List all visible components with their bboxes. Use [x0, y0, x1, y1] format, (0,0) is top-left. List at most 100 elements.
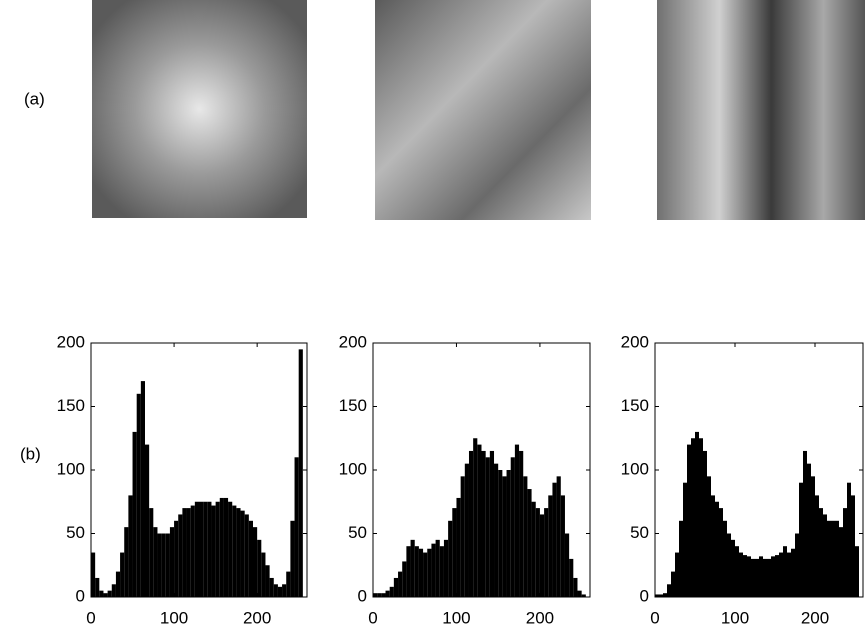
- bar: [153, 527, 158, 597]
- bar: [265, 565, 270, 597]
- bar: [294, 457, 299, 597]
- bar: [577, 590, 582, 597]
- x-tick-label: 100: [160, 608, 188, 627]
- bar: [687, 444, 691, 597]
- bar: [377, 593, 382, 597]
- image-fractal: [92, 0, 307, 218]
- histogram: 0 50 100 150 200 0 100 200: [57, 332, 308, 627]
- bar: [128, 495, 133, 597]
- y-tick-label: 200: [339, 332, 367, 351]
- bar: [771, 556, 775, 597]
- bar: [277, 586, 283, 597]
- x-tick-label: 100: [442, 608, 470, 627]
- bar: [723, 520, 727, 597]
- bar: [402, 561, 407, 597]
- bar: [149, 508, 154, 597]
- bar: [751, 558, 755, 597]
- bar: [253, 527, 258, 597]
- y-tick-label: 150: [339, 396, 367, 415]
- bar: [298, 349, 303, 597]
- x-tick-label: 200: [243, 608, 271, 627]
- bar: [443, 539, 449, 597]
- bar: [843, 508, 847, 597]
- bar: [103, 593, 108, 597]
- y-tick-label: 0: [640, 586, 649, 605]
- bar: [655, 594, 659, 597]
- bar: [548, 495, 553, 597]
- bar: [240, 510, 245, 597]
- bar: [564, 533, 570, 597]
- bar: [398, 571, 403, 597]
- bar: [703, 450, 707, 597]
- bar: [679, 520, 683, 597]
- bar: [707, 476, 711, 597]
- bar: [194, 501, 199, 597]
- bar: [120, 552, 125, 597]
- bar: [427, 548, 432, 597]
- y-tick-label: 100: [339, 459, 367, 478]
- bar: [847, 482, 851, 597]
- bar: [248, 520, 253, 597]
- bar: [468, 450, 474, 597]
- bar: [456, 497, 461, 597]
- bar: [124, 527, 129, 597]
- bar: [799, 482, 803, 597]
- bar: [186, 508, 191, 597]
- y-tick-label: 150: [621, 396, 649, 415]
- panel-label: (a): [24, 89, 45, 108]
- bar: [581, 594, 586, 597]
- bar: [835, 520, 839, 597]
- bar: [414, 546, 419, 597]
- bar: [273, 584, 278, 597]
- bar: [140, 381, 145, 597]
- bar: [244, 514, 249, 597]
- bar: [735, 546, 739, 597]
- bar: [544, 508, 549, 597]
- bar: [779, 552, 783, 597]
- bar: [157, 533, 162, 597]
- bar: [855, 546, 859, 597]
- bar: [715, 501, 719, 597]
- bar: [699, 438, 703, 597]
- bar: [269, 577, 274, 597]
- bar: [535, 508, 540, 597]
- bar: [236, 508, 241, 597]
- bar: [464, 463, 469, 597]
- bar: [719, 508, 723, 597]
- bar: [727, 533, 731, 597]
- bar: [691, 438, 695, 597]
- bar: [99, 590, 104, 597]
- bar: [759, 556, 763, 597]
- y-tick-label: 50: [348, 523, 367, 542]
- x-tick-label: 200: [801, 608, 829, 627]
- bar: [215, 501, 220, 597]
- bar: [178, 514, 183, 597]
- bar: [819, 508, 823, 597]
- bar: [659, 594, 663, 597]
- bar: [282, 584, 287, 597]
- bar: [211, 505, 216, 597]
- histogram: 0 50 100 150 200 0 100 200: [621, 332, 864, 627]
- bar: [199, 501, 204, 597]
- y-tick-label: 50: [630, 523, 649, 542]
- bar: [107, 590, 112, 597]
- bar: [743, 555, 747, 597]
- bar: [165, 533, 170, 597]
- bar: [755, 558, 759, 597]
- y-tick-label: 100: [57, 459, 85, 478]
- bar: [506, 470, 511, 597]
- bar: [385, 590, 390, 597]
- bar: [473, 438, 478, 597]
- bar: [502, 476, 507, 597]
- bar: [373, 593, 378, 597]
- bar: [767, 558, 771, 597]
- bar: [787, 552, 791, 597]
- bar: [573, 577, 578, 597]
- bar: [460, 476, 465, 597]
- bar: [498, 470, 503, 597]
- histograms: 0 50 100 150 200 0 100 200 0 50 100 150 200 0 100 200 0 5…: [57, 332, 864, 627]
- bar: [111, 584, 116, 597]
- bar: [539, 514, 545, 597]
- bar: [803, 450, 807, 597]
